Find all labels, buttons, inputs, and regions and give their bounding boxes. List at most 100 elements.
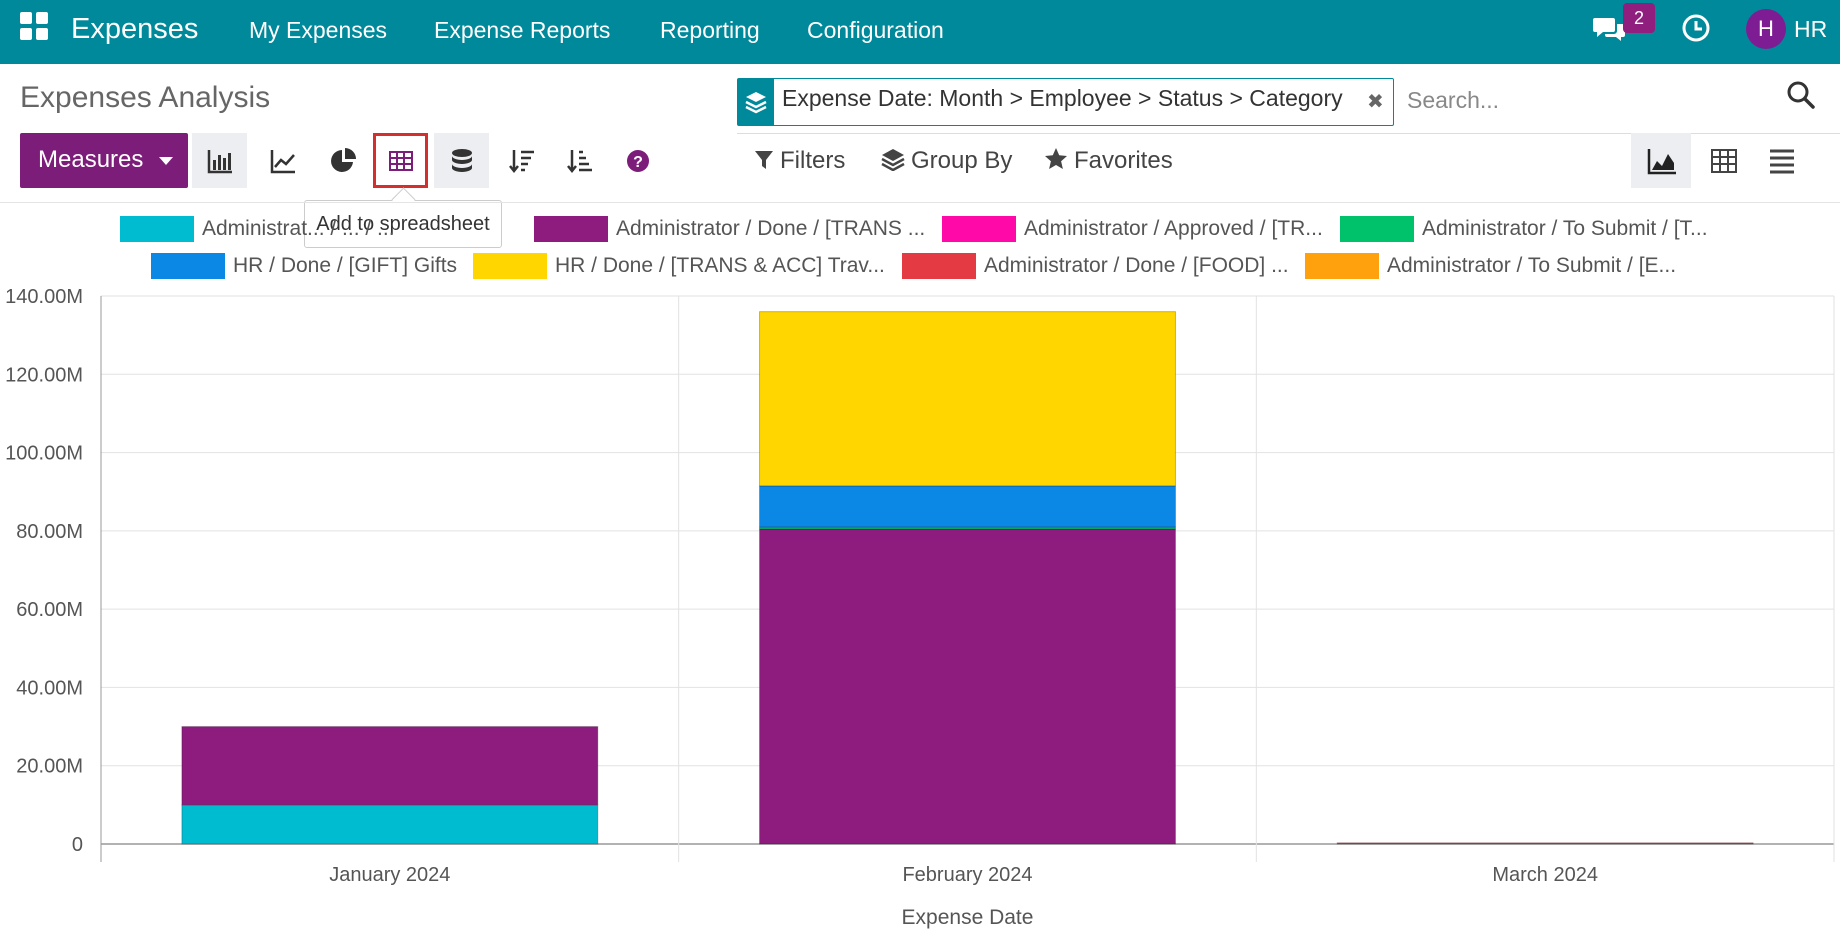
graph-view-button[interactable]: [1631, 133, 1691, 188]
x-tick-label: February 2024: [902, 864, 1032, 886]
line-chart-button[interactable]: [255, 133, 310, 188]
legend-label: Administrator / Done / [TRANS ...: [616, 217, 926, 240]
bar-segment[interactable]: [759, 526, 1176, 530]
x-axis-label: Expense Date: [902, 906, 1034, 929]
legend-swatch: [120, 216, 194, 242]
help-button[interactable]: ?: [610, 133, 665, 188]
sort-ascending-icon: [567, 150, 592, 174]
sort-descending-icon: [509, 150, 534, 174]
group-by-button[interactable]: Group By: [881, 147, 1012, 175]
legend-item[interactable]: HR / Done / [TRANS & ACC] Trav...: [473, 253, 885, 283]
database-stack-icon: [452, 149, 472, 172]
y-tick-label: 60.00M: [16, 599, 83, 621]
bar-segment[interactable]: [1336, 842, 1754, 845]
y-tick-label: 40.00M: [16, 677, 83, 699]
svg-text:?: ?: [633, 154, 643, 171]
bar-segment[interactable]: [759, 485, 1176, 528]
filters-label: Filters: [780, 147, 846, 174]
caret-down-icon: [159, 157, 173, 165]
group-by-label: Group By: [911, 147, 1013, 174]
legend-label: Administrator / To Submit / [T...: [1422, 217, 1708, 240]
legend-item[interactable]: HR / Done / [GIFT] Gifts: [151, 253, 457, 283]
bar-chart-icon: [207, 150, 232, 174]
favorites-button[interactable]: Favorites: [1044, 147, 1173, 175]
legend-swatch: [534, 216, 608, 242]
message-count-badge: 2: [1623, 3, 1655, 33]
stacked-toggle-button[interactable]: [434, 133, 489, 188]
y-tick-label: 120.00M: [5, 364, 83, 386]
y-tick-label: 0: [72, 834, 83, 856]
filter-icon: [755, 151, 773, 169]
remove-facet-icon[interactable]: ✖: [1367, 91, 1384, 113]
bar-segment[interactable]: [759, 528, 1176, 845]
y-tick-label: 100.00M: [5, 443, 83, 465]
legend-item[interactable]: Administrator / Done / [FOOD] ...: [902, 253, 1289, 283]
legend-label: Administrat... / ... / ...: [202, 217, 395, 240]
group-by-layers-icon: [738, 79, 774, 125]
stacked-bar-chart: 0 20.00M 40.00M 60.00M 80.00M 100.00M 120.00M 1…: [5, 286, 1835, 929]
legend-label: HR / Done / [GIFT] Gifts: [233, 254, 458, 277]
x-tick-label: January 2024: [329, 864, 450, 886]
app-menu-icon[interactable]: [20, 12, 50, 42]
control-panel-divider: [0, 202, 1840, 203]
bar-segment[interactable]: [181, 804, 599, 845]
user-avatar[interactable]: H: [1746, 9, 1786, 49]
search-facet[interactable]: Expense Date: Month > Employee > Status …: [737, 78, 1394, 126]
menu-my-expenses[interactable]: My Expenses: [249, 17, 388, 43]
bar-segment[interactable]: [759, 311, 1176, 487]
measures-button[interactable]: Measures: [20, 133, 188, 188]
pie-chart-icon: [331, 148, 356, 172]
area-chart-icon: [1647, 149, 1676, 175]
bar-chart-button[interactable]: [192, 133, 247, 188]
help-icon: ?: [627, 150, 649, 172]
legend-swatch: [902, 253, 976, 279]
legend-label: HR / Done / [TRANS & ACC] Trav...: [555, 254, 885, 277]
page-title: Expenses Analysis: [20, 81, 271, 114]
legend-item[interactable]: Administrator / Done / [TRANS ...: [534, 216, 925, 246]
legend-item[interactable]: Administrat... / ... / ...: [120, 216, 395, 246]
legend-item[interactable]: Administrator / To Submit / [T...: [1340, 216, 1708, 246]
sort-descending-button[interactable]: [494, 133, 549, 188]
add-to-spreadsheet-button[interactable]: [373, 133, 428, 188]
menu-expense-reports[interactable]: Expense Reports: [434, 17, 611, 43]
star-icon: [1045, 148, 1067, 169]
legend-label: Administrator / Done / [FOOD] ...: [984, 254, 1289, 277]
search-underline: [737, 133, 1840, 134]
app-brand[interactable]: Expenses: [71, 13, 199, 45]
y-tick-label: 20.00M: [16, 756, 83, 778]
legend-swatch: [473, 253, 547, 279]
chart-legend-row-1: Administrat... / ... / ... Administrator…: [0, 216, 1840, 246]
legend-label: Administrator / To Submit / [E...: [1387, 254, 1677, 277]
activity-clock-icon[interactable]: [1681, 13, 1711, 43]
spreadsheet-grid-icon: [389, 151, 413, 171]
legend-swatch: [942, 216, 1016, 242]
legend-swatch: [1340, 216, 1414, 242]
list-icon: [1770, 149, 1794, 174]
legend-swatch: [1305, 253, 1379, 279]
add-to-spreadsheet-tooltip: Add to spreadsheet: [304, 200, 502, 248]
pie-chart-button[interactable]: [315, 133, 370, 188]
legend-item[interactable]: Administrator / To Submit / [E...: [1305, 253, 1676, 283]
legend-item[interactable]: Administrator / Approved / [TR...: [942, 216, 1323, 246]
bar-segment[interactable]: [181, 726, 599, 806]
line-chart-icon: [270, 150, 295, 174]
menu-configuration[interactable]: Configuration: [807, 17, 944, 43]
chart-legend-row-2: HR / Done / [GIFT] Gifts HR / Done / [TR…: [0, 253, 1840, 283]
list-view-button[interactable]: [1751, 133, 1811, 188]
legend-label: Administrator / Approved / [TR...: [1024, 217, 1323, 240]
search-icon[interactable]: [1786, 80, 1816, 110]
search-input[interactable]: [1405, 86, 1789, 115]
top-navbar: Expenses My Expenses Expense Reports Rep…: [0, 0, 1840, 64]
x-tick-label: March 2024: [1492, 864, 1598, 886]
filters-button[interactable]: Filters: [754, 147, 845, 175]
sort-ascending-button[interactable]: [552, 133, 607, 188]
y-tick-label: 80.00M: [16, 521, 83, 543]
pivot-view-button[interactable]: [1693, 133, 1753, 188]
measures-label: Measures: [38, 146, 144, 173]
menu-reporting[interactable]: Reporting: [660, 17, 760, 43]
layers-icon: [881, 149, 905, 172]
favorites-label: Favorites: [1074, 147, 1173, 174]
search-facet-label: Expense Date: Month > Employee > Status …: [782, 85, 1343, 111]
user-name[interactable]: HR: [1794, 16, 1828, 42]
messages-icon[interactable]: [1592, 14, 1626, 44]
